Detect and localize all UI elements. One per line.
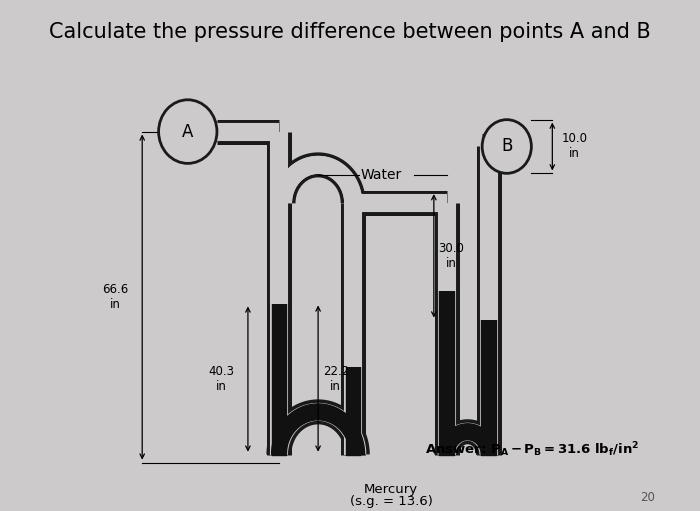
Text: 22.2
in: 22.2 in (323, 364, 349, 392)
Text: (s.g. = 13.6): (s.g. = 13.6) (349, 495, 433, 508)
Text: Answer: $\mathbf{P_A - P_B = 31.6\ lb_f/in^2}$: Answer: $\mathbf{P_A - P_B = 31.6\ lb_f/… (425, 440, 639, 459)
Polygon shape (272, 404, 365, 455)
Text: Mercury: Mercury (364, 483, 418, 496)
Text: 20: 20 (640, 491, 655, 504)
Text: 30.0
in: 30.0 in (438, 242, 464, 270)
Text: Calculate the pressure difference between points A and B: Calculate the pressure difference betwee… (49, 22, 651, 42)
Polygon shape (440, 424, 496, 455)
Circle shape (482, 120, 531, 173)
Text: 66.6
in: 66.6 in (102, 283, 129, 311)
Text: B: B (501, 137, 512, 155)
Circle shape (159, 100, 217, 164)
Text: 40.3
in: 40.3 in (209, 365, 235, 393)
Text: 10.0
in: 10.0 in (561, 132, 587, 160)
Text: A: A (182, 123, 193, 141)
Text: Water: Water (361, 168, 402, 182)
